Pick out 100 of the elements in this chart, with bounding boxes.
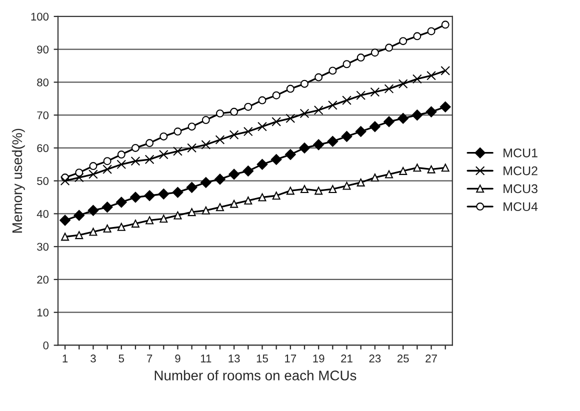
point [202, 116, 210, 124]
point [342, 60, 351, 68]
point [300, 108, 310, 118]
point [200, 177, 212, 188]
x-tick-label: 11 [200, 354, 212, 362]
point [173, 146, 182, 156]
point [286, 84, 294, 93]
point [299, 142, 310, 154]
legend-label: MCU2 [504, 166, 538, 176]
point [116, 160, 126, 170]
x-tick-label: 7 [147, 354, 152, 362]
point [398, 112, 409, 124]
point [270, 154, 282, 165]
x-tick-label: 19 [313, 354, 324, 362]
point [440, 101, 451, 112]
point [399, 37, 408, 46]
x-tick-label: 21 [341, 354, 352, 362]
x-tick-label: 17 [285, 354, 296, 362]
point [160, 214, 168, 223]
point [328, 100, 338, 110]
point [384, 116, 394, 128]
point [174, 211, 182, 220]
point [356, 90, 366, 100]
y-tick-label: 20 [37, 276, 49, 284]
point [89, 228, 98, 236]
point [258, 122, 267, 132]
point [355, 126, 366, 137]
point [186, 182, 198, 193]
point [216, 109, 224, 118]
x-tick-label: 15 [256, 354, 268, 362]
point [88, 205, 99, 216]
point [75, 231, 84, 240]
point [427, 165, 436, 174]
x-axis-title: Number of rooms on each MCUs [154, 370, 356, 380]
point [385, 44, 394, 52]
y-tick-label: 100 [31, 12, 49, 21]
point [242, 166, 254, 176]
x-tick-label: 25 [397, 354, 409, 362]
point [370, 87, 380, 97]
point [60, 214, 70, 226]
point [215, 135, 225, 144]
y-tick-label: 30 [37, 242, 49, 251]
point [228, 168, 240, 180]
point [328, 185, 337, 194]
x-tick-label: 9 [175, 354, 180, 362]
point [314, 73, 323, 82]
point [144, 190, 155, 202]
point [160, 132, 168, 140]
point [89, 162, 98, 170]
point [172, 186, 184, 198]
point [74, 210, 85, 221]
point [146, 139, 154, 148]
point [426, 106, 437, 118]
point [341, 131, 352, 142]
point [158, 150, 168, 160]
point [130, 192, 141, 203]
point [146, 216, 154, 224]
point [216, 203, 224, 212]
legend-label: MCU1 [504, 148, 538, 158]
point [103, 224, 112, 233]
point [313, 139, 324, 150]
legend-label: MCU3 [504, 184, 538, 194]
y-tick-label: 60 [37, 144, 49, 152]
point [272, 192, 280, 200]
point [286, 114, 296, 124]
legend-label: MCU4 [504, 202, 538, 212]
point [412, 74, 422, 84]
point [342, 182, 351, 190]
point [244, 196, 252, 205]
point [188, 122, 196, 131]
point [117, 150, 126, 159]
point [427, 27, 436, 36]
point [102, 164, 112, 174]
x-tick-label: 1 [62, 354, 68, 362]
point [441, 164, 450, 172]
point [243, 126, 253, 136]
point [385, 170, 394, 178]
point [440, 66, 450, 76]
point [202, 206, 210, 214]
point [314, 105, 324, 115]
point [370, 174, 379, 182]
point [158, 188, 170, 200]
x-tick-label: 13 [228, 354, 240, 362]
point [413, 32, 422, 40]
point [131, 144, 140, 152]
point [256, 158, 268, 170]
y-tick-label: 80 [37, 78, 49, 86]
point [117, 222, 126, 231]
point [412, 110, 423, 121]
point [258, 193, 266, 202]
x-tick-label: 3 [90, 354, 96, 362]
point [413, 164, 422, 172]
point [300, 185, 308, 194]
point [441, 20, 450, 29]
y-axis-title: Memory used(%) [12, 128, 25, 233]
point [214, 174, 226, 185]
point [130, 156, 140, 166]
point [201, 140, 211, 150]
point [174, 128, 182, 136]
point [286, 186, 294, 195]
